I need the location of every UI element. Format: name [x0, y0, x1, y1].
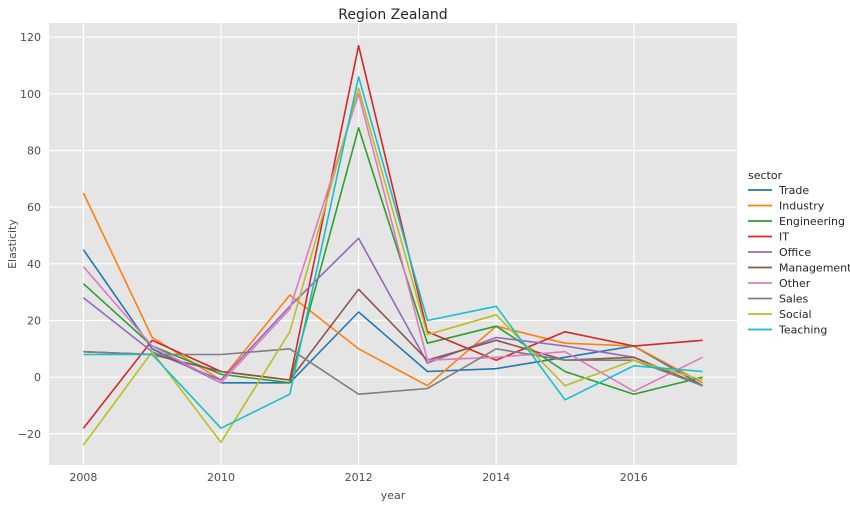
- legend-item-label: Office: [779, 246, 811, 259]
- series-line-sales: [83, 347, 703, 396]
- series-line-office: [82, 237, 703, 387]
- legend-item-label: Other: [779, 277, 811, 290]
- legend-item-label: Teaching: [778, 324, 827, 337]
- y-tick-label: 40: [27, 258, 41, 271]
- series-line-management: [83, 288, 703, 387]
- y-axis-label: Elasticity: [6, 219, 19, 269]
- legend-item-label: Trade: [778, 184, 809, 197]
- y-axis-ticks: −20 0 20 40 60 80 100 120: [18, 31, 41, 441]
- legend-item-label: IT: [779, 231, 789, 244]
- legend: sector Trade Industry Engineering IT Office M…: [748, 169, 850, 337]
- y-tick-label: 120: [20, 31, 41, 44]
- x-axis-ticks: 2008 2010 2012 2014 2016: [69, 471, 647, 484]
- series-lines: [82, 44, 703, 446]
- legend-title: sector: [748, 169, 783, 182]
- y-tick-label: 100: [20, 88, 41, 101]
- series-line-teaching: [83, 76, 703, 430]
- x-axis-label: year: [381, 489, 406, 502]
- x-tick-label: 2012: [345, 471, 373, 484]
- y-tick-label: −20: [18, 428, 41, 441]
- x-tick-label: 2008: [69, 471, 97, 484]
- legend-item-label: Sales: [779, 293, 809, 306]
- y-tick-label: 0: [34, 371, 41, 384]
- legend-item-label: Industry: [779, 200, 825, 213]
- legend-item-label: Engineering: [779, 215, 845, 228]
- y-tick-label: 80: [27, 145, 41, 158]
- x-tick-label: 2014: [482, 471, 510, 484]
- x-tick-label: 2016: [620, 471, 648, 484]
- legend-item-label: Management: [779, 262, 850, 275]
- legend-item-label: Social: [779, 308, 812, 321]
- series-line-other: [82, 93, 703, 393]
- series-line-industry: [82, 192, 703, 387]
- x-tick-label: 2010: [207, 471, 235, 484]
- series-line-social: [82, 87, 703, 446]
- y-tick-label: 20: [27, 315, 41, 328]
- y-tick-label: 60: [27, 201, 41, 214]
- series-line-it: [82, 44, 703, 429]
- chart-title: Region Zealand: [338, 7, 447, 23]
